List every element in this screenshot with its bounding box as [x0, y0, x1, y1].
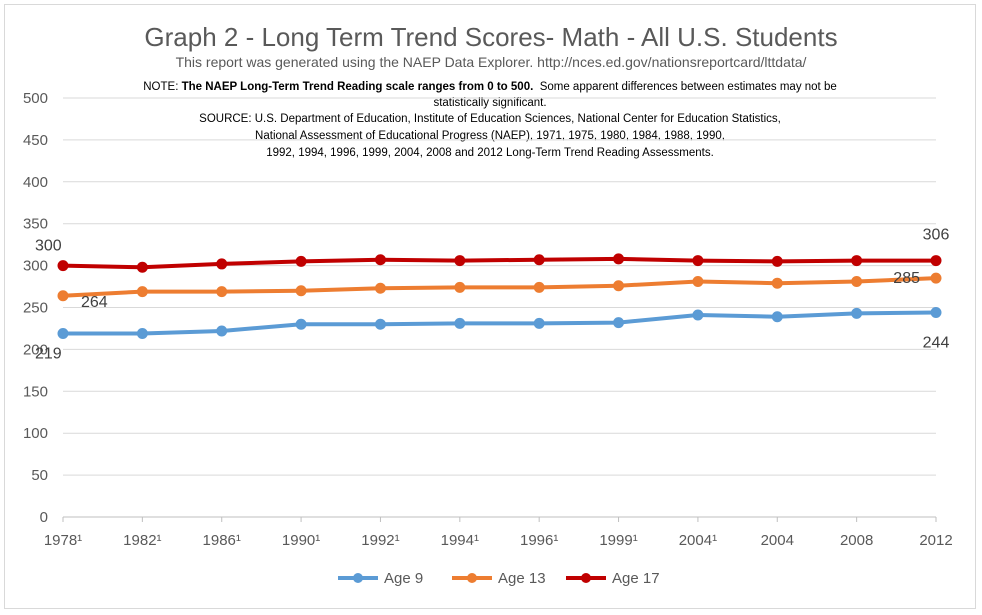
chart-source: SOURCE: U.S. Department of Education, In… — [140, 111, 840, 162]
y-tick-label: 0 — [40, 509, 48, 526]
series-line-age-9 — [61, 310, 938, 336]
data-label: 244 — [923, 335, 950, 352]
x-tick-label: 1992¹ — [361, 532, 399, 549]
data-label: 219 — [35, 345, 62, 362]
data-label: 285 — [893, 270, 920, 287]
legend-label: Age 13 — [498, 570, 546, 587]
data-point — [57, 327, 69, 339]
data-point — [613, 280, 625, 292]
data-point — [930, 307, 942, 319]
data-point — [692, 309, 704, 321]
legend-swatch-marker — [353, 573, 363, 583]
source-line: SOURCE: U.S. Department of Education, In… — [199, 113, 781, 125]
data-point — [930, 255, 942, 267]
data-point — [454, 281, 466, 293]
data-point — [851, 276, 863, 288]
legend-swatch-marker — [581, 573, 591, 583]
data-point — [454, 255, 466, 267]
data-point — [216, 258, 228, 270]
data-point — [57, 260, 69, 272]
chart-title: Graph 2 - Long Term Trend Scores- Math -… — [144, 22, 838, 52]
data-point — [533, 281, 545, 293]
data-point — [930, 272, 942, 284]
x-tick-label: 2012 — [919, 532, 952, 549]
data-point — [136, 261, 148, 273]
x-tick-label: 2004¹ — [679, 532, 717, 549]
data-point — [533, 254, 545, 266]
note-rest: Some apparent differences between estima… — [433, 81, 837, 109]
data-point — [295, 285, 307, 297]
data-point — [771, 255, 783, 267]
data-point — [136, 286, 148, 298]
y-tick-label: 350 — [23, 216, 48, 233]
x-tick-label: 1996¹ — [520, 532, 558, 549]
data-point — [216, 286, 228, 298]
y-tick-label: 50 — [31, 467, 48, 484]
x-tick-label: 1994¹ — [441, 532, 479, 549]
data-point — [613, 317, 625, 329]
data-point — [136, 327, 148, 339]
data-point — [851, 255, 863, 267]
data-point — [454, 317, 466, 329]
legend-label: Age 17 — [612, 570, 660, 587]
data-point — [692, 255, 704, 267]
data-point — [613, 253, 625, 265]
data-point — [374, 254, 386, 266]
data-point — [771, 311, 783, 323]
data-point — [374, 282, 386, 294]
data-point — [771, 277, 783, 289]
data-point — [692, 276, 704, 288]
y-tick-label: 450 — [23, 132, 48, 149]
x-tick-label: 1990¹ — [282, 532, 320, 549]
y-tick-label: 150 — [23, 383, 48, 400]
source-line: National Assessment of Educational Progr… — [255, 130, 725, 142]
y-tick-label: 300 — [23, 258, 48, 275]
legend-label: Age 9 — [384, 570, 423, 587]
source-line: 1992, 1994, 1996, 1999, 2004, 2008 and 2… — [266, 147, 714, 159]
y-tick-label: 200 — [23, 341, 48, 358]
legend-swatch-marker — [467, 573, 477, 583]
chart-subtitle: This report was generated using the NAEP… — [175, 54, 807, 70]
y-tick-label: 100 — [23, 425, 48, 442]
x-tick-label: 2004 — [761, 532, 794, 549]
data-point — [295, 255, 307, 267]
y-tick-label: 500 — [23, 90, 48, 107]
note-bold: The NAEP Long-Term Trend Reading scale r… — [181, 81, 534, 93]
series-line-age-17 — [61, 256, 938, 270]
data-point — [374, 318, 386, 330]
data-point — [216, 325, 228, 337]
x-tick-label: 1978¹ — [44, 532, 82, 549]
x-tick-label: 2008 — [840, 532, 873, 549]
x-tick-label: 1986¹ — [203, 532, 241, 549]
note-label: NOTE: — [143, 81, 179, 93]
data-label: 306 — [923, 227, 950, 244]
x-tick-label: 1999¹ — [599, 532, 637, 549]
series-line-age-13 — [61, 276, 938, 298]
y-tick-label: 400 — [23, 174, 48, 191]
data-label: 264 — [81, 294, 108, 311]
chart-frame — [4, 4, 976, 609]
data-point — [533, 317, 545, 329]
data-point — [295, 318, 307, 330]
chart-note: NOTE: The NAEP Long-Term Trend Reading s… — [140, 79, 840, 111]
y-tick-label: 250 — [23, 300, 48, 317]
data-point — [57, 290, 69, 302]
x-tick-label: 1982¹ — [123, 532, 161, 549]
data-label: 300 — [35, 238, 62, 255]
data-point — [851, 307, 863, 319]
